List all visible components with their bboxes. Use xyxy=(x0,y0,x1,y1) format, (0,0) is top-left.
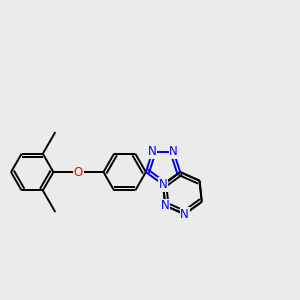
Text: N: N xyxy=(159,178,167,191)
Text: O: O xyxy=(74,166,83,178)
Text: N: N xyxy=(169,146,178,158)
Text: N: N xyxy=(161,199,170,212)
Text: N: N xyxy=(180,208,189,221)
Text: N: N xyxy=(148,146,157,158)
